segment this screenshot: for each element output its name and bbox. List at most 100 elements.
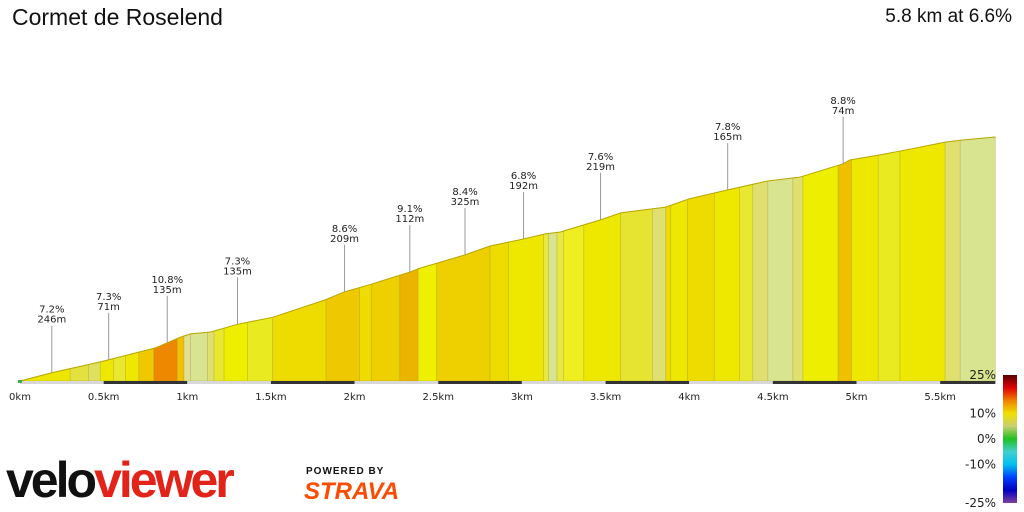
x-tick-label: 0km — [9, 392, 31, 403]
annotation-grade: 8.4% — [452, 187, 477, 198]
veloviewer-logo: veloviewer — [6, 452, 235, 508]
gradient-segment — [223, 321, 248, 382]
legend-colorbar — [1003, 375, 1017, 503]
powered-by-text: POWERED BY — [306, 466, 385, 477]
distance-bar-segment — [689, 381, 773, 384]
gradient-segment — [713, 186, 740, 382]
legend-label: -10% — [965, 458, 996, 472]
gradient-segment — [138, 347, 155, 382]
gradient-segment — [417, 262, 437, 382]
gradient-segment — [583, 212, 621, 382]
gradient-segment — [153, 337, 178, 382]
gradient-segment — [739, 183, 754, 382]
annotation-length: 192m — [509, 181, 538, 192]
x-tick-label: 2.5km — [423, 392, 454, 403]
gradient-segment — [272, 298, 327, 382]
x-tick-label: 4.5km — [757, 392, 788, 403]
logo-viewer: viewer — [94, 452, 235, 508]
gradient-segment — [190, 331, 208, 382]
annotation-grade: 7.3% — [225, 256, 250, 267]
gradient-segment — [670, 198, 688, 382]
annotation-length: 219m — [586, 162, 615, 173]
gradient-segment — [88, 361, 101, 382]
legend-label: 0% — [977, 432, 996, 446]
distance-bar-segment — [20, 381, 104, 384]
x-tick-label: 0.5km — [88, 392, 119, 403]
gradient-segment — [325, 287, 360, 382]
legend-label: -25% — [965, 496, 996, 510]
chart-title: Cormet de Roselend — [12, 4, 223, 30]
annotation-grade: 7.2% — [39, 305, 64, 316]
gradient-segment — [489, 241, 509, 382]
annotation-grade: 10.8% — [151, 275, 183, 286]
annotation-length: 209m — [330, 234, 359, 245]
distance-bar-segment — [354, 381, 439, 384]
annotation-grade: 9.1% — [397, 204, 422, 215]
annotation-grade: 8.8% — [830, 96, 855, 107]
gradient-segment — [899, 141, 946, 382]
gradient-segment — [370, 274, 401, 382]
x-tick-label: 1.5km — [255, 392, 286, 403]
gradient-segment — [548, 231, 558, 382]
gradient-segment — [183, 333, 191, 382]
gradient-segment — [620, 208, 653, 382]
distance-bar-segment — [940, 381, 996, 384]
gradient-segment — [944, 139, 961, 382]
distance-bar-segment — [438, 381, 522, 384]
distance-bar-segment — [270, 381, 355, 384]
gradient-segment — [207, 330, 215, 382]
annotation-grade: 6.8% — [511, 171, 536, 182]
gradient-segment — [543, 233, 550, 382]
gradient-segment — [213, 327, 225, 382]
gradient-segment — [767, 177, 794, 382]
gradient-segment — [359, 283, 372, 382]
distance-bar-segment — [856, 381, 941, 384]
gradient-segment — [837, 159, 852, 382]
x-tick-label: 4km — [678, 392, 700, 403]
x-tick-label: 2km — [344, 392, 366, 403]
gradient-segment — [851, 154, 879, 382]
distance-bar-segment — [187, 381, 271, 384]
annotation-grade: 8.6% — [332, 224, 357, 235]
annotation-length: 325m — [451, 197, 480, 208]
gradient-segment — [436, 245, 491, 382]
annotation-length: 112m — [395, 214, 424, 225]
gradient-segment — [959, 136, 996, 382]
gradient-segment — [792, 175, 804, 382]
gradient-segment — [563, 224, 585, 382]
x-tick-label: 5.5km — [924, 392, 955, 403]
strava-logo: STRAVA — [304, 478, 400, 505]
distance-bar-segment — [521, 381, 606, 384]
gradient-segment — [508, 233, 544, 382]
gradient-segment — [113, 355, 126, 382]
gradient-segment — [802, 164, 839, 382]
gradient-segment — [556, 230, 565, 382]
gradient-segment — [687, 192, 715, 382]
gradient-segment — [752, 180, 769, 382]
annotation-grade: 7.6% — [588, 152, 613, 163]
gradient-segment — [877, 150, 901, 382]
x-tick-label: 3.5km — [590, 392, 621, 403]
legend-label: 10% — [969, 406, 996, 420]
x-tick-label: 5km — [846, 392, 868, 403]
annotation-length: 71m — [97, 302, 119, 313]
gradient-segment — [652, 206, 667, 382]
distance-bar-segment — [772, 381, 857, 384]
gradient-segment — [125, 351, 140, 382]
annotation-grade: 7.8% — [715, 122, 740, 133]
annotation-length: 135m — [223, 266, 252, 277]
x-tick-label: 1km — [176, 392, 198, 403]
annotation-length: 135m — [153, 285, 182, 296]
distance-bar-segment — [103, 381, 188, 384]
gradient-segment — [176, 335, 185, 382]
gradient-segment — [665, 204, 672, 382]
gradient-segment — [399, 268, 419, 382]
logo-velo: velo — [6, 452, 97, 508]
annotation-length: 74m — [832, 106, 854, 117]
annotation-grade: 7.3% — [96, 292, 121, 303]
start-marker — [18, 380, 22, 383]
annotation-length: 246m — [37, 315, 66, 326]
distance-bar-segment — [605, 381, 690, 384]
gradient-segment — [247, 316, 273, 382]
